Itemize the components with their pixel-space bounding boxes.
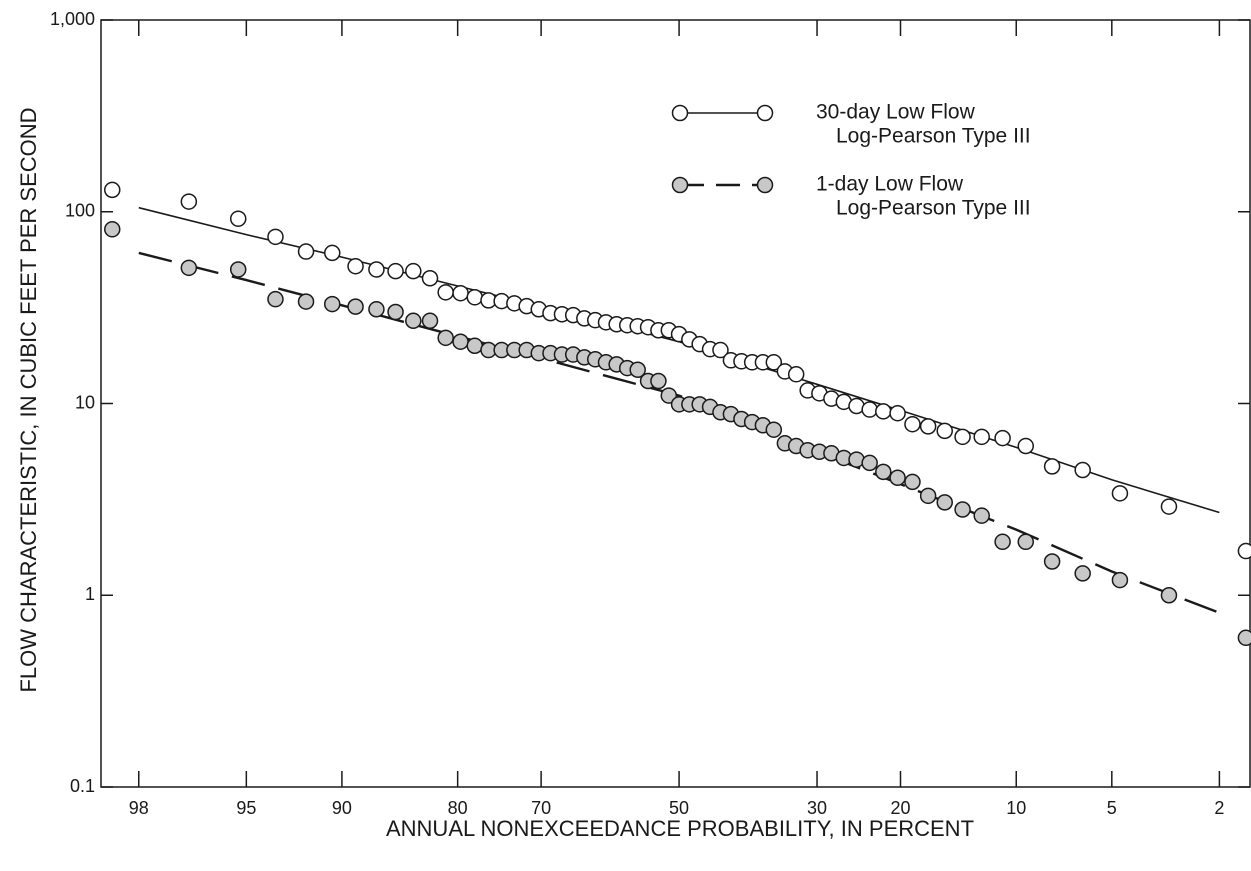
- x-tick-label: 90: [332, 798, 352, 818]
- data-point: [405, 312, 422, 330]
- data-point: [889, 404, 906, 422]
- data-point: [712, 341, 729, 359]
- data-point: [650, 372, 667, 390]
- data-point: [466, 337, 484, 355]
- data-point: [347, 298, 364, 315]
- data-point: [466, 289, 484, 306]
- data-point: [452, 333, 469, 350]
- data-point: [787, 366, 805, 383]
- data-point: [1074, 565, 1091, 582]
- data-point: [297, 293, 315, 310]
- x-tick-label: 2: [1214, 798, 1224, 818]
- data-point: [936, 422, 953, 440]
- x-tick-label: 80: [448, 798, 468, 818]
- data-point: [765, 421, 783, 438]
- y-tick-label: 1: [85, 584, 95, 604]
- data-point: [347, 257, 364, 275]
- legend-marker: [756, 176, 774, 194]
- x-tick-label: 10: [1006, 798, 1026, 818]
- data-point: [104, 221, 121, 238]
- data-point: [954, 501, 971, 518]
- y-tick-label: 1,000: [50, 9, 95, 29]
- data-point: [936, 494, 953, 511]
- y-tick-label: 10: [75, 392, 95, 412]
- data-point: [368, 261, 385, 278]
- data-point: [323, 244, 341, 262]
- data-point: [421, 312, 439, 330]
- data-point: [994, 533, 1011, 551]
- data-point: [875, 463, 892, 481]
- data-point: [904, 415, 921, 433]
- data-point: [323, 295, 341, 313]
- legend-sublabel: Log-Pearson Type III: [836, 125, 1031, 148]
- data-point: [452, 284, 469, 302]
- data-point: [437, 284, 454, 301]
- data-point: [180, 259, 198, 277]
- x-tick-label: 30: [807, 798, 827, 818]
- data-point: [1111, 571, 1129, 589]
- y-axis-title: FLOW CHARACTERISTIC, IN CUBIC FEET PER S…: [16, 107, 41, 692]
- data-point: [765, 354, 783, 371]
- x-tick-label: 5: [1107, 798, 1117, 818]
- data-point: [297, 243, 315, 260]
- data-point: [1074, 461, 1091, 479]
- data-point: [973, 507, 990, 524]
- data-point: [889, 469, 906, 486]
- data-point: [1111, 485, 1129, 502]
- data-point: [1043, 458, 1061, 475]
- x-tick-label: 95: [236, 798, 256, 818]
- data-point: [405, 262, 422, 280]
- x-tick-label: 50: [669, 798, 689, 818]
- x-tick-label: 20: [890, 798, 910, 818]
- y-tick-label: 100: [65, 201, 95, 221]
- data-point: [229, 261, 247, 278]
- data-point: [1043, 553, 1061, 570]
- data-point: [180, 193, 198, 210]
- data-point: [267, 290, 284, 308]
- legend-label: 1-day Low Flow: [816, 173, 964, 196]
- data-point: [437, 329, 454, 347]
- y-tick-label: 0.1: [70, 776, 95, 796]
- data-point: [267, 228, 284, 246]
- legend-marker: [671, 104, 689, 122]
- data-point: [1160, 498, 1178, 515]
- legend-marker: [671, 176, 689, 194]
- legend-marker: [756, 104, 774, 122]
- data-point: [919, 487, 937, 505]
- x-tick-label: 98: [129, 798, 149, 818]
- data-point: [904, 473, 921, 491]
- data-point: [1160, 587, 1178, 604]
- data-point: [919, 418, 937, 435]
- data-point: [629, 361, 646, 378]
- legend-sublabel: Log-Pearson Type III: [836, 197, 1031, 220]
- data-point: [1237, 542, 1251, 560]
- data-point: [861, 401, 878, 418]
- data-point: [368, 301, 385, 318]
- data-point: [954, 428, 971, 446]
- x-tick-label: 70: [531, 798, 551, 818]
- data-point: [229, 210, 247, 227]
- data-point: [421, 269, 439, 287]
- data-point: [861, 454, 878, 472]
- data-point: [973, 428, 990, 446]
- legend-label: 30-day Low Flow: [816, 101, 976, 124]
- data-point: [387, 303, 404, 321]
- data-point: [104, 181, 121, 199]
- data-point: [387, 262, 404, 280]
- data-point: [1237, 629, 1251, 647]
- data-point: [875, 403, 892, 420]
- data-point: [994, 429, 1011, 447]
- data-point: [1017, 533, 1035, 551]
- x-axis-title: ANNUAL NONEXCEEDANCE PROBABILITY, IN PER…: [386, 816, 974, 841]
- data-point: [1017, 437, 1035, 455]
